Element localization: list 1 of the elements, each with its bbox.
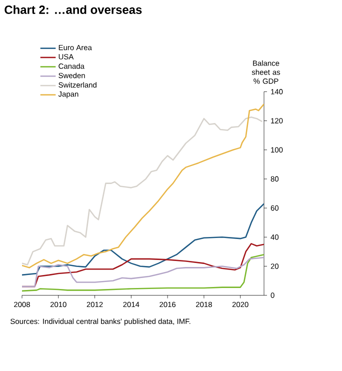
chart-title: Chart 2: …and overseas	[4, 5, 142, 14]
